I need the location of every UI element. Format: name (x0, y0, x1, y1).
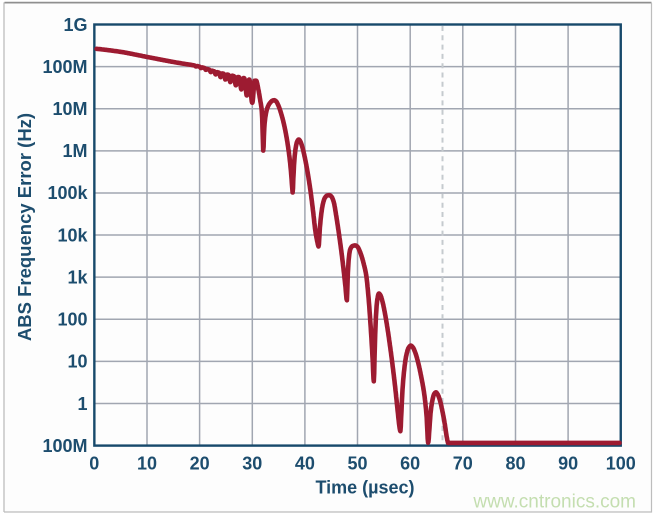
svg-text:1: 1 (77, 394, 87, 414)
svg-text:1M: 1M (62, 141, 87, 161)
svg-text:80: 80 (505, 454, 525, 474)
svg-text:1G: 1G (63, 15, 87, 35)
svg-text:40: 40 (295, 454, 315, 474)
svg-text:60: 60 (400, 454, 420, 474)
svg-text:10k: 10k (57, 225, 88, 245)
svg-text:10M: 10M (52, 99, 87, 119)
svg-text:100M: 100M (42, 436, 87, 456)
svg-text:50: 50 (347, 454, 367, 474)
svg-text:100k: 100k (47, 183, 88, 203)
svg-text:20: 20 (190, 454, 210, 474)
svg-text:10: 10 (137, 454, 157, 474)
svg-text:30: 30 (242, 454, 262, 474)
svg-text:1k: 1k (67, 268, 88, 288)
svg-text:70: 70 (453, 454, 473, 474)
svg-text:www.cntronics.com: www.cntronics.com (472, 492, 636, 513)
svg-text:100: 100 (57, 310, 87, 330)
svg-text:90: 90 (558, 454, 578, 474)
svg-text:ABS Frequency Error (Hz): ABS Frequency Error (Hz) (14, 113, 35, 341)
svg-text:100M: 100M (42, 57, 87, 77)
svg-text:10: 10 (67, 352, 87, 372)
svg-text:Time (µsec): Time (µsec) (315, 478, 414, 498)
svg-text:0: 0 (89, 454, 99, 474)
svg-text:100: 100 (606, 454, 636, 474)
